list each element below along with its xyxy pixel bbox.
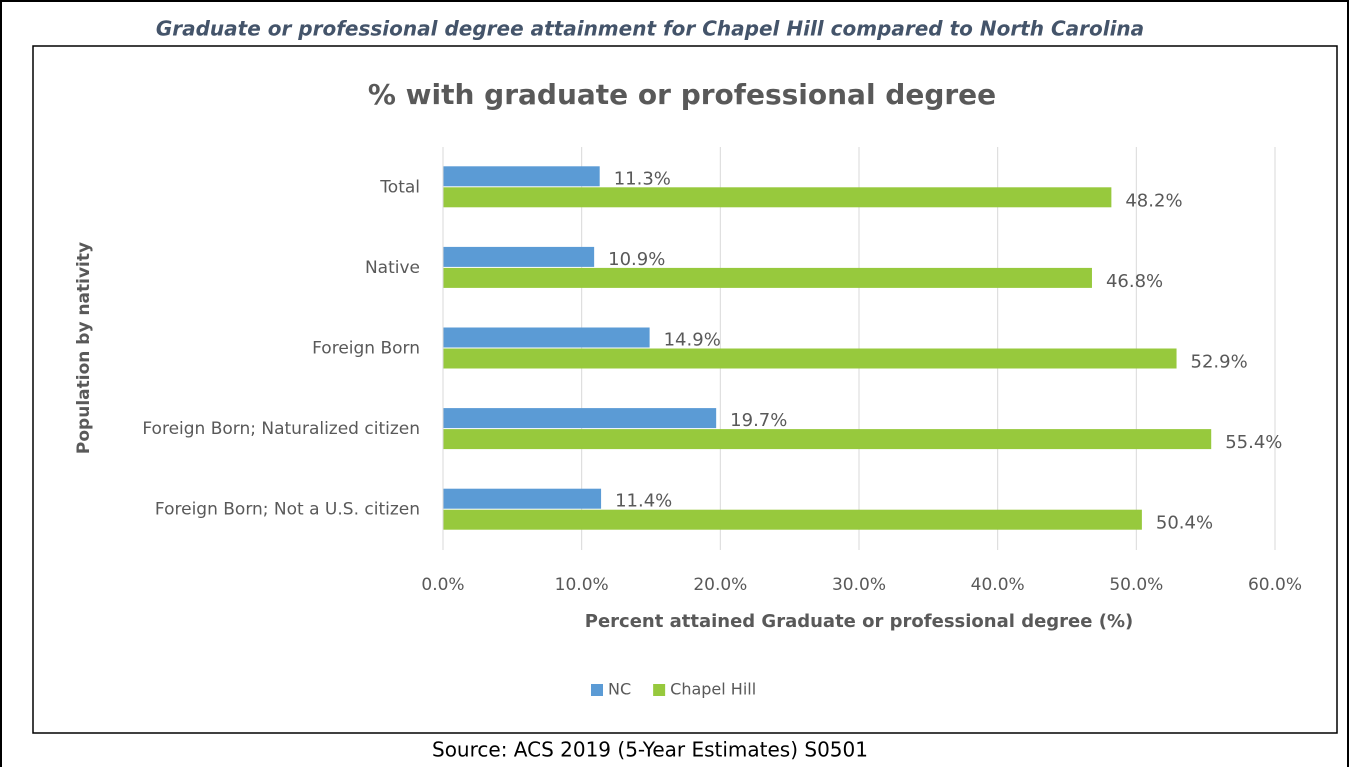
data-label: 19.7% xyxy=(730,410,787,431)
data-label: 11.4% xyxy=(615,491,672,512)
y-tick-label: Native xyxy=(365,258,420,278)
caption: Graduate or professional degree attainme… xyxy=(156,17,1144,41)
x-tick-label: 40.0% xyxy=(971,575,1025,595)
chart-title: % with graduate or professional degree xyxy=(368,78,996,111)
bar xyxy=(443,246,595,267)
bar xyxy=(443,187,1112,208)
y-tick-label: Foreign Born; Naturalized citizen xyxy=(142,419,420,439)
data-label: 10.9% xyxy=(608,249,665,270)
data-label: 55.4% xyxy=(1225,432,1282,453)
bar xyxy=(443,429,1212,450)
data-label: 46.8% xyxy=(1106,271,1163,292)
data-label: 50.4% xyxy=(1156,513,1213,534)
data-label: 52.9% xyxy=(1191,352,1248,373)
y-tick-label: Foreign Born; Not a U.S. citizen xyxy=(155,500,420,520)
bar xyxy=(443,327,650,348)
y-tick-label: Total xyxy=(379,177,420,197)
bar xyxy=(443,408,717,429)
data-label: 11.3% xyxy=(614,168,671,189)
source: Source: ACS 2019 (5-Year Estimates) S050… xyxy=(432,738,868,762)
chart-frame xyxy=(32,45,1338,734)
bar xyxy=(443,267,1092,288)
x-tick-label: 20.0% xyxy=(693,575,747,595)
legend-label: NC xyxy=(608,680,631,699)
x-tick-label: 60.0% xyxy=(1248,575,1302,595)
legend-swatch xyxy=(653,684,666,696)
y-axis-label: Population by nativity xyxy=(74,242,94,454)
x-tick-label: 10.0% xyxy=(555,575,609,595)
data-label: 14.9% xyxy=(664,330,721,351)
data-label: 48.2% xyxy=(1125,190,1182,211)
bar xyxy=(443,348,1177,369)
x-tick-label: 0.0% xyxy=(421,575,464,595)
legend-swatch xyxy=(591,684,603,696)
bar xyxy=(443,166,600,187)
y-tick-label: Foreign Born xyxy=(312,339,420,359)
x-tick-label: 30.0% xyxy=(832,575,886,595)
bar xyxy=(443,509,1142,530)
x-axis-label: Percent attained Graduate or professiona… xyxy=(585,611,1133,632)
x-tick-label: 50.0% xyxy=(1109,575,1163,595)
bar xyxy=(443,488,602,509)
legend-label: Chapel Hill xyxy=(670,680,756,699)
